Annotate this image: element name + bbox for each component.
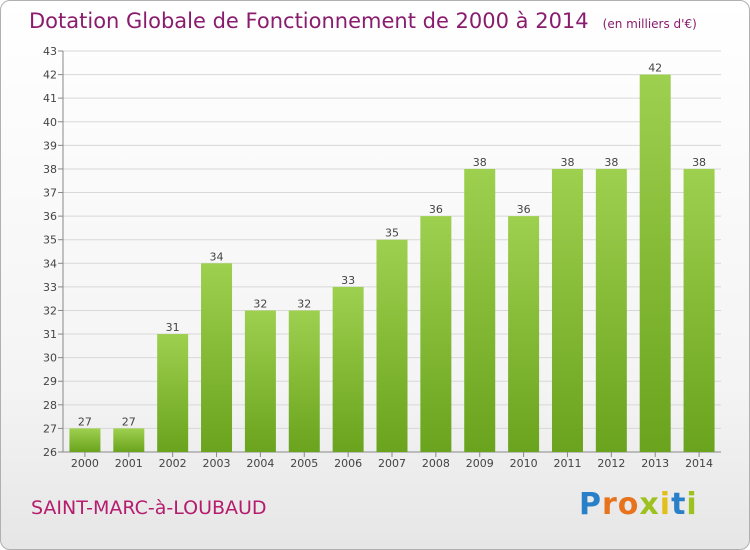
value-label-2011: 38 <box>560 156 574 169</box>
y-tick-label: 41 <box>43 92 57 105</box>
y-tick-label: 28 <box>43 399 57 412</box>
x-tick-label-2000: 2000 <box>71 457 99 470</box>
value-label-2009: 38 <box>473 156 487 169</box>
x-tick-label-2010: 2010 <box>510 457 538 470</box>
x-tick-label-2009: 2009 <box>466 457 494 470</box>
value-label-2004: 32 <box>253 297 267 310</box>
bar-2013 <box>639 74 671 453</box>
bar-2011 <box>551 168 583 453</box>
y-tick-label: 32 <box>43 304 57 317</box>
value-label-2008: 36 <box>429 203 443 216</box>
y-tick-label: 27 <box>43 422 57 435</box>
x-tick-label-2006: 2006 <box>334 457 362 470</box>
y-tick-label: 35 <box>43 234 57 247</box>
bar-2005 <box>288 310 320 452</box>
logo-letter: P <box>579 487 602 522</box>
x-tick-label-2013: 2013 <box>641 457 669 470</box>
logo-letter: i <box>659 487 672 522</box>
bar-2003 <box>201 263 233 452</box>
bar-2010 <box>508 216 540 452</box>
bar-2012 <box>595 168 627 453</box>
y-tick-label: 42 <box>43 69 57 82</box>
bar-2004 <box>244 310 276 452</box>
logo-letter: r <box>602 487 618 522</box>
value-label-2013: 42 <box>648 62 662 75</box>
chart-title-text: Dotation Globale de Fonctionnement de 20… <box>29 9 589 33</box>
x-tick-label-2002: 2002 <box>159 457 187 470</box>
x-tick-label-2003: 2003 <box>203 457 231 470</box>
y-tick-label: 39 <box>43 139 57 152</box>
value-label-2012: 38 <box>604 156 618 169</box>
y-tick-label: 40 <box>43 116 57 129</box>
logo-letter: t <box>671 487 687 522</box>
bars <box>69 74 715 453</box>
bar-2001 <box>113 428 145 452</box>
x-tick-label-2011: 2011 <box>553 457 581 470</box>
bar-2014 <box>683 168 715 453</box>
x-tick-label-2012: 2012 <box>597 457 625 470</box>
x-tick-label-2008: 2008 <box>422 457 450 470</box>
bar-2008 <box>420 216 452 452</box>
y-tick-label: 43 <box>43 45 57 58</box>
value-label-2010: 36 <box>517 203 531 216</box>
value-label-2006: 33 <box>341 274 355 287</box>
y-tick-label: 31 <box>43 328 57 341</box>
y-tick-label: 38 <box>43 163 57 176</box>
value-label-2005: 32 <box>297 297 311 310</box>
bar-2006 <box>332 286 364 452</box>
y-tick-label: 36 <box>43 210 57 223</box>
bar-2000 <box>69 428 101 452</box>
town-name: SAINT-MARC-à-LOUBAUD <box>31 497 267 519</box>
y-tick-label: 26 <box>43 446 57 459</box>
y-tick-label: 33 <box>43 281 57 294</box>
bar-2009 <box>464 168 496 453</box>
value-label-2003: 34 <box>210 250 224 263</box>
value-label-2014: 38 <box>692 156 706 169</box>
x-tick-label-2007: 2007 <box>378 457 406 470</box>
chart-unit-label: (en milliers d'€) <box>602 17 697 31</box>
value-label-2001: 27 <box>122 415 136 428</box>
bar-2002 <box>157 334 189 452</box>
x-tick-label-2005: 2005 <box>290 457 318 470</box>
y-tick-label: 30 <box>43 352 57 365</box>
value-label-2007: 35 <box>385 227 399 240</box>
logo-letter: x <box>639 487 660 522</box>
y-tick-label: 37 <box>43 187 57 200</box>
x-tick-label-2001: 2001 <box>115 457 143 470</box>
y-tick-label: 29 <box>43 375 57 388</box>
proxiti-logo: Proxiti <box>579 487 699 527</box>
logo-letter: i <box>686 487 698 522</box>
x-tick-label-2004: 2004 <box>246 457 274 470</box>
labels: 27 2000 27 2001 31 2002 34 2003 32 2004 32 2005 33 20… <box>71 62 713 470</box>
bar-2007 <box>376 239 408 452</box>
logo-letter: o <box>617 487 640 522</box>
value-label-2000: 27 <box>78 415 92 428</box>
chart-title: Dotation Globale de Fonctionnement de 20… <box>29 9 697 33</box>
x-tick-label-2014: 2014 <box>685 457 713 470</box>
value-label-2002: 31 <box>166 321 180 334</box>
y-tick-label: 34 <box>43 257 57 270</box>
